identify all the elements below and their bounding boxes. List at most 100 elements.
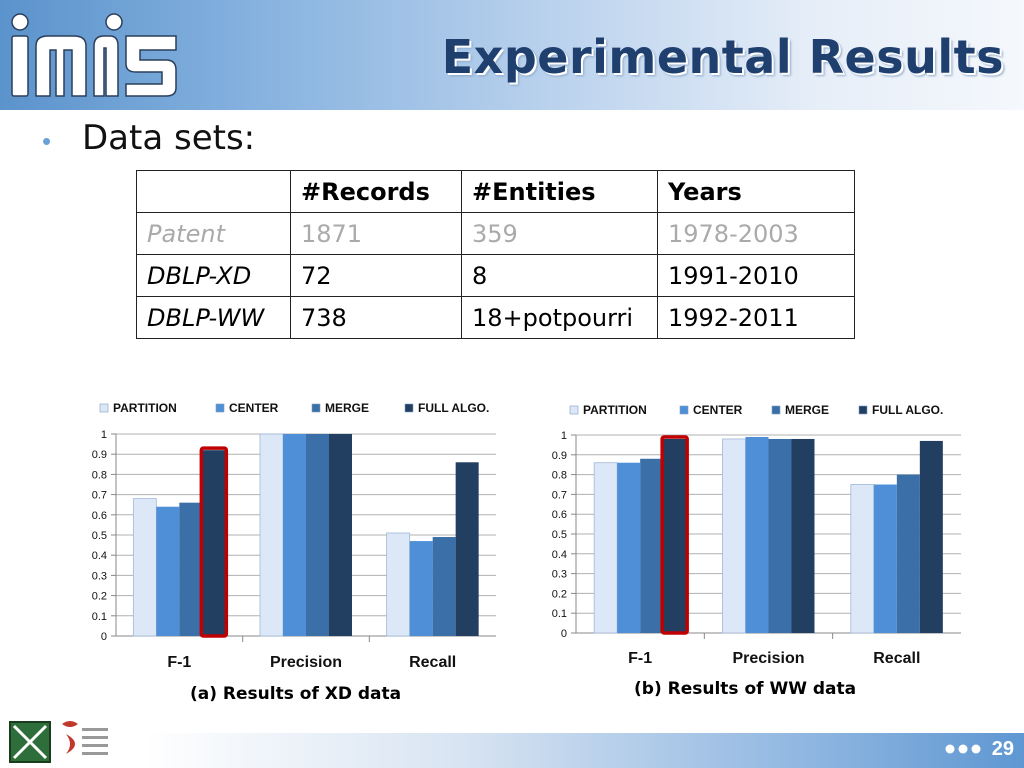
bar <box>640 458 664 633</box>
bullet-text: Data sets: <box>82 118 256 158</box>
bar <box>202 450 226 636</box>
bar <box>455 462 479 636</box>
bar <box>306 434 329 636</box>
bar <box>745 436 769 633</box>
y-tick-label: 0.2 <box>552 588 567 600</box>
table-cell: 738 <box>290 296 462 339</box>
legend-swatch <box>311 403 321 413</box>
y-tick-label: 0.5 <box>92 530 107 542</box>
bar <box>850 484 875 634</box>
header-band: Experimental Results <box>0 0 1024 110</box>
table-cell: DBLP-WW <box>136 296 291 339</box>
table-row: Patent 1871 359 1978-2003 <box>136 212 855 255</box>
legend-label: MERGE <box>785 403 829 417</box>
table-header-cell: #Entities <box>461 170 658 213</box>
y-tick-label: 0.3 <box>92 570 107 582</box>
legend-swatch <box>215 403 225 413</box>
y-tick-label: 0 <box>561 628 567 640</box>
nav-dots-icon <box>945 744 981 754</box>
chart-xd-caption: (a) Results of XD data <box>190 684 402 704</box>
table-cell: 18+potpourri <box>461 296 658 339</box>
table-cell: 1978-2003 <box>657 212 855 255</box>
university-logos <box>9 721 108 763</box>
table-header-cell: Years <box>657 170 855 213</box>
legend-swatch <box>771 405 781 415</box>
table-header-cell: #Records <box>290 170 462 213</box>
table-row: DBLP-XD 72 8 1991-2010 <box>136 254 855 297</box>
table-cell: 359 <box>461 212 658 255</box>
slide-title: Experimental Results <box>441 30 1004 84</box>
table-header-cell <box>136 170 291 213</box>
legend-swatch <box>858 405 868 415</box>
y-tick-label: 0.7 <box>92 490 107 502</box>
table-cell: 1871 <box>290 212 462 255</box>
bar <box>873 484 897 633</box>
legend-label: FULL ALGO. <box>872 403 943 417</box>
chart-xd: PARTITION CENTER MERGE FULL ALGO. 0 0.1 0.2 0.3… <box>80 392 500 677</box>
legend-label: FULL ALGO. <box>418 401 489 415</box>
bar <box>259 433 284 637</box>
highlight-box <box>199 446 229 638</box>
y-tick-label: 0.1 <box>552 608 567 620</box>
bar <box>283 434 306 636</box>
y-tick-label: 0.7 <box>552 489 567 501</box>
bar <box>409 541 433 636</box>
bar <box>896 474 920 633</box>
y-tick-label: 0 <box>101 631 107 643</box>
y-tick-label: 0.6 <box>552 509 567 521</box>
x-category-label: Precision <box>270 654 342 671</box>
datasets-table: #Records #Entities Years Patent 1871 359… <box>136 170 855 339</box>
table-header-row: #Records #Entities Years <box>136 170 855 213</box>
legend-swatch <box>404 403 414 413</box>
bar <box>386 532 411 637</box>
bar <box>768 438 792 633</box>
y-tick-label: 0.4 <box>552 549 567 561</box>
highlight-box <box>660 435 689 635</box>
table-cell: Patent <box>136 212 291 255</box>
y-tick-label: 0.9 <box>552 450 567 462</box>
y-tick-label: 0.8 <box>552 470 567 482</box>
y-tick-label: 0.4 <box>92 550 107 562</box>
legend-swatch <box>569 405 579 415</box>
bar <box>722 438 746 634</box>
x-category-label: F-1 <box>628 650 652 667</box>
bar <box>156 506 180 636</box>
legend-label: CENTER <box>693 403 743 417</box>
legend-label: MERGE <box>325 401 369 415</box>
bar <box>329 434 352 636</box>
table-cell: DBLP-XD <box>136 254 291 297</box>
chart-ww-svg: PARTITION CENTER MERGE FULL ALGO. 0 0.1 0.2 0.3… <box>552 403 961 667</box>
table-cell: 1991-2010 <box>657 254 855 297</box>
y-tick-label: 0.5 <box>552 529 567 541</box>
table-cell: 1992-2011 <box>657 296 855 339</box>
footer-band <box>0 733 1024 768</box>
legend-label: PARTITION <box>583 403 647 417</box>
bar <box>791 438 815 633</box>
x-category-label: Recall <box>409 654 456 671</box>
y-tick-label: 0.1 <box>92 611 107 623</box>
x-category-label: Precision <box>732 650 804 667</box>
chart-xd-svg: PARTITION CENTER MERGE FULL ALGO. 0 0.1 0.2 0.3… <box>92 401 496 671</box>
legend-label: PARTITION <box>113 401 177 415</box>
page-number: 29 <box>991 738 1014 760</box>
y-tick-label: 1 <box>561 430 567 442</box>
table-cell: 8 <box>461 254 658 297</box>
bar <box>617 462 641 633</box>
bar <box>179 502 203 636</box>
bar <box>593 462 618 634</box>
bar <box>663 438 687 633</box>
mi5-logo <box>11 13 177 97</box>
x-category-label: Recall <box>873 650 920 667</box>
y-tick-label: 0.2 <box>92 591 107 603</box>
legend-swatch <box>679 405 689 415</box>
x-category-label: F-1 <box>167 654 191 671</box>
legend-swatch <box>99 403 109 413</box>
bar <box>432 537 456 636</box>
bullet-icon: • <box>42 126 52 156</box>
table-cell: 72 <box>290 254 462 297</box>
bar <box>132 498 157 637</box>
chart-ww-caption: (b) Results of WW data <box>634 679 857 699</box>
y-tick-label: 1 <box>101 429 107 441</box>
legend-label: CENTER <box>229 401 279 415</box>
y-tick-label: 0.9 <box>92 449 107 461</box>
